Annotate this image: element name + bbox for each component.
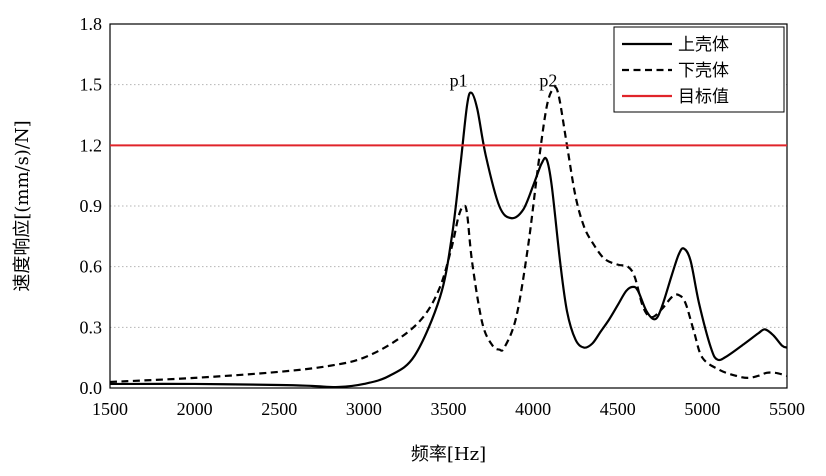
y-tick-label: 1.2 xyxy=(80,135,103,155)
y-tick-label: 0.3 xyxy=(80,317,103,337)
x-tick-label: 2500 xyxy=(261,399,297,419)
y-axis-title: 速度响应[(mm/s)/N] xyxy=(12,120,33,291)
x-axis-title: 频率[Hz] xyxy=(411,444,486,465)
x-tick-label: 3500 xyxy=(431,399,467,419)
grid-lines xyxy=(110,84,787,328)
x-tick-label: 5000 xyxy=(684,399,720,419)
y-axis-ticks: 0.0 0.3 0.6 0.9 1.2 1.5 1.8 xyxy=(80,14,103,398)
legend-label-0: 上壳体 xyxy=(678,35,729,55)
y-tick-label: 0.6 xyxy=(80,257,103,277)
plot-frame xyxy=(109,23,788,389)
y-tick-label: 1.8 xyxy=(80,14,103,34)
series-line-1 xyxy=(109,86,788,384)
x-tick-label: 4500 xyxy=(600,399,636,419)
x-tick-label: 3000 xyxy=(346,399,382,419)
series-layer xyxy=(109,86,788,389)
x-tick-label: 1500 xyxy=(92,399,128,419)
y-tick-label: 0.9 xyxy=(80,196,103,216)
x-tick-label: 5500 xyxy=(769,399,805,419)
legend-label-1: 下壳体 xyxy=(678,61,729,81)
y-tick-label: 0.0 xyxy=(80,378,103,398)
x-tick-label: 2000 xyxy=(177,399,213,419)
peak-label-p2: p2 xyxy=(539,71,557,91)
peak-label-p1: p1 xyxy=(450,71,468,91)
series-line-0 xyxy=(109,91,788,389)
annotation-layer: p1 p2 xyxy=(450,71,558,91)
legend-box xyxy=(613,26,785,113)
x-axis-ticks: 1500 2000 2500 3000 3500 4000 4500 5000 5500 xyxy=(92,399,805,419)
y-tick-label: 1.5 xyxy=(80,75,103,95)
legend-label-2: 目标值 xyxy=(678,87,729,107)
x-tick-label: 4000 xyxy=(515,399,551,419)
